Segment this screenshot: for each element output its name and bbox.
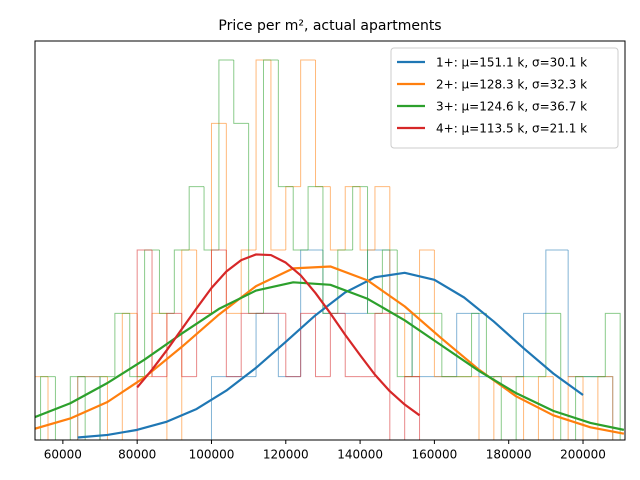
x-tick-label: 160000 bbox=[411, 448, 457, 462]
legend: 1+: μ=151.1 k, σ=30.1 k 2+: μ=128.3 k, σ=… bbox=[390, 47, 619, 149]
histogram-bin bbox=[285, 313, 301, 378]
histogram-bin bbox=[240, 249, 257, 314]
x-tick-label: 140000 bbox=[337, 448, 383, 462]
histogram-bin bbox=[262, 59, 279, 314]
histogram-bin bbox=[337, 249, 353, 314]
histogram-bin bbox=[545, 312, 561, 377]
histogram-bin bbox=[270, 60, 286, 251]
histogram-bin bbox=[173, 249, 190, 314]
histogram-bin bbox=[374, 186, 390, 250]
x-tick-label: 200000 bbox=[560, 448, 606, 462]
histogram-bin bbox=[292, 186, 309, 251]
histogram-bin bbox=[166, 312, 182, 377]
histogram-bin bbox=[277, 60, 294, 188]
histogram-bin bbox=[441, 313, 457, 378]
histogram-bin bbox=[225, 250, 242, 378]
histogram-bin bbox=[129, 313, 145, 378]
histogram-bin bbox=[552, 376, 569, 440]
histogram-bin bbox=[300, 59, 316, 187]
legend-box bbox=[390, 47, 619, 149]
legend-label: 3+: μ=124.6 k, σ=36.7 k bbox=[436, 100, 587, 114]
plot-area bbox=[35, 59, 625, 440]
histogram-bin bbox=[604, 312, 621, 440]
legend-label: 2+: μ=128.3 k, σ=32.3 k bbox=[436, 78, 587, 92]
histogram-bin bbox=[515, 376, 532, 440]
histogram-bin bbox=[381, 249, 398, 314]
histogram-bin bbox=[99, 376, 115, 440]
histogram-bin bbox=[560, 313, 576, 440]
histogram-bin bbox=[500, 376, 517, 440]
histogram-bin bbox=[106, 376, 123, 440]
histogram-bin bbox=[523, 312, 546, 377]
histogram-bin bbox=[218, 59, 234, 250]
axes-frame bbox=[34, 40, 626, 441]
legend-label: 1+: μ=151.1 k, σ=30.1 k bbox=[436, 56, 587, 70]
histogram-bin bbox=[471, 312, 487, 377]
histogram-bin bbox=[307, 186, 323, 250]
histogram-bin bbox=[54, 376, 71, 440]
histogram-bin bbox=[210, 249, 227, 314]
histogram-bin bbox=[40, 376, 56, 440]
histogram-bin bbox=[136, 249, 153, 440]
fit-curve bbox=[35, 265, 625, 435]
fit-curve bbox=[136, 253, 421, 417]
histogram-bin bbox=[374, 312, 390, 377]
x-tick-label: 60000 bbox=[44, 448, 82, 462]
chart-title: Price per m², actual apartments bbox=[218, 18, 441, 34]
histogram-bin bbox=[315, 313, 331, 378]
histogram-bin bbox=[582, 376, 598, 440]
histogram-bin bbox=[240, 312, 257, 377]
histogram-bin bbox=[478, 376, 494, 440]
fit-curve bbox=[77, 271, 584, 439]
x-tick-label: 100000 bbox=[189, 448, 235, 462]
histogram-bin bbox=[389, 313, 405, 440]
fit-curve bbox=[35, 281, 625, 431]
histogram-bin bbox=[300, 312, 316, 377]
x-tick-label: 180000 bbox=[486, 448, 532, 462]
x-tick-label: 120000 bbox=[263, 448, 309, 462]
histogram-bin bbox=[359, 186, 375, 251]
histogram-bin bbox=[151, 250, 167, 378]
histogram-bin bbox=[419, 249, 435, 377]
x-axis: 60000 80000 100000 120000 140000 160000 180000… bbox=[44, 440, 606, 462]
histogram-bin bbox=[188, 186, 205, 250]
histogram-bin bbox=[233, 60, 249, 124]
histogram-bin bbox=[352, 186, 368, 250]
histogram-bin bbox=[545, 249, 569, 314]
histogram-bin bbox=[114, 312, 130, 377]
legend-label: 4+: μ=113.5 k, σ=21.1 k bbox=[436, 122, 587, 136]
x-tick-label: 80000 bbox=[118, 448, 156, 462]
histogram-bin bbox=[84, 376, 101, 440]
histogram-bin bbox=[47, 376, 63, 440]
histogram-bin bbox=[196, 312, 212, 377]
histogram-bin bbox=[404, 376, 421, 440]
